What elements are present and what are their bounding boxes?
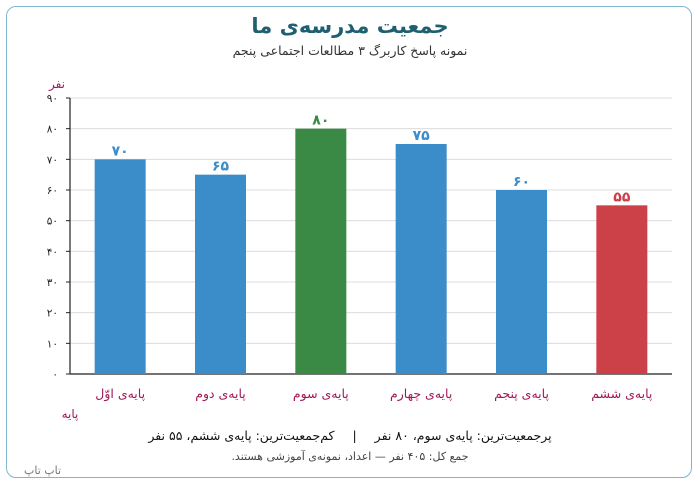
bar bbox=[195, 174, 246, 374]
x-tick-label: پایه‌ی پنجم bbox=[494, 386, 549, 402]
bar-value-label: ۷۵ bbox=[413, 128, 431, 144]
bar bbox=[94, 159, 146, 374]
y-tick-label: ۷۰ bbox=[47, 154, 58, 166]
footnote: جمع کل: ۴۰۵ نفر — اعداد، نمونه‌ی آموزشی … bbox=[231, 450, 469, 463]
y-tick-label: ۲۰ bbox=[47, 308, 58, 320]
x-tick-label: پایه‌ی سوم bbox=[293, 386, 349, 402]
bar bbox=[395, 144, 447, 374]
summary-max: پرجمعیت‌ترین: پایه‌ی سوم، ۸۰ نفر bbox=[374, 428, 552, 443]
bar-value-label: ۸۰ bbox=[312, 113, 329, 129]
summary-line: پرجمعیت‌ترین: پایه‌ی سوم، ۸۰ نفر | کم‌جم… bbox=[0, 428, 700, 443]
y-tick-label: ۶۰ bbox=[47, 185, 58, 197]
x-tick-label: پایه‌ی چهارم bbox=[390, 386, 453, 402]
x-tick-label: پایه‌ی اوّل bbox=[95, 386, 145, 402]
y-tick-label: ۴۰ bbox=[47, 246, 58, 258]
brand-watermark: تاپ تاپ bbox=[24, 464, 62, 477]
summary-min: کم‌جمعیت‌ترین: پایه‌ی ششم، ۵۵ نفر bbox=[148, 428, 335, 443]
bar-value-label: ۶۰ bbox=[513, 174, 530, 190]
y-tick-label: ۳۰ bbox=[47, 277, 58, 289]
y-axis-title: نفر bbox=[48, 77, 65, 92]
y-tick-label: ۸۰ bbox=[47, 124, 58, 136]
y-tick-label: ۵۰ bbox=[47, 216, 58, 228]
bar-value-label: ۶۵ bbox=[212, 159, 230, 175]
summary-separator: | bbox=[352, 428, 357, 443]
y-tick-label: ۰ bbox=[52, 369, 58, 381]
bar-value-label: ۷۰ bbox=[112, 143, 129, 159]
bar bbox=[496, 190, 547, 374]
y-tick-label: ۱۰ bbox=[47, 338, 58, 350]
chart-title: جمعیت مدرسه‌ی ما bbox=[251, 14, 449, 38]
bar bbox=[596, 205, 648, 374]
bar bbox=[295, 128, 347, 374]
y-tick-label: ۹۰ bbox=[47, 93, 58, 105]
x-tick-label: پایه‌ی دوم bbox=[195, 386, 246, 402]
x-axis-title: پایه bbox=[62, 407, 79, 421]
bar-value-label: ۵۵ bbox=[613, 189, 631, 205]
chart-subtitle: نمونه پاسخ کاربرگ ۳ مطالعات اجتماعی پنجم bbox=[232, 43, 468, 58]
x-tick-label: پایه‌ی ششم bbox=[591, 386, 653, 402]
